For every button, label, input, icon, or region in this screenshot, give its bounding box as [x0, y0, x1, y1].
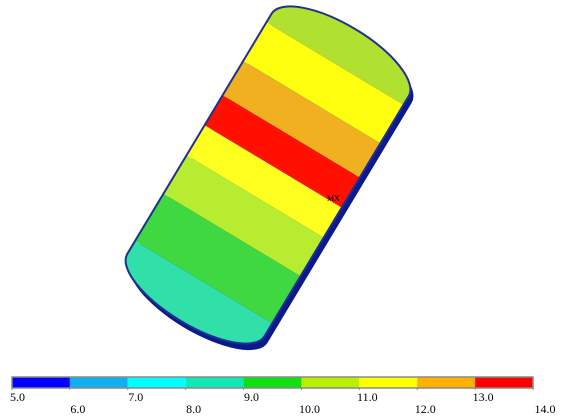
colorbar-segment	[186, 377, 244, 388]
colorbar-tick-label: 8.0	[186, 402, 201, 416]
colorbar-tick-label: 12.0	[415, 402, 436, 416]
colorbar-segment	[12, 377, 70, 388]
colorbar-segment	[417, 377, 475, 388]
colorbar-tick-label: 6.0	[70, 402, 85, 416]
colorbar-segment	[475, 377, 533, 388]
colorbar-tick-label: 7.0	[128, 390, 143, 404]
result-view: MX 5.0 6.0 7.0 8.0 9.0 10.0 11.0 12.0 13.0 14.0	[0, 0, 562, 417]
colorbar-segment	[128, 377, 186, 388]
colorbar-tick-label: 9.0	[244, 390, 259, 404]
colorbar-tick-label: 10.0	[299, 402, 320, 416]
colorbar-tick-label: 5.0	[10, 390, 25, 404]
colorbar-segment	[359, 377, 417, 388]
colorbar-segment	[70, 377, 128, 388]
colorbar-tick-label: 14.0	[535, 402, 556, 416]
colorbar-segment	[301, 377, 359, 388]
model	[110, 0, 429, 368]
colorbar-tick-label: 11.0	[357, 390, 378, 404]
marker-label: MX	[327, 194, 340, 203]
colorbar-tick-label: 13.0	[473, 390, 494, 404]
colorbar-segment	[244, 377, 302, 388]
